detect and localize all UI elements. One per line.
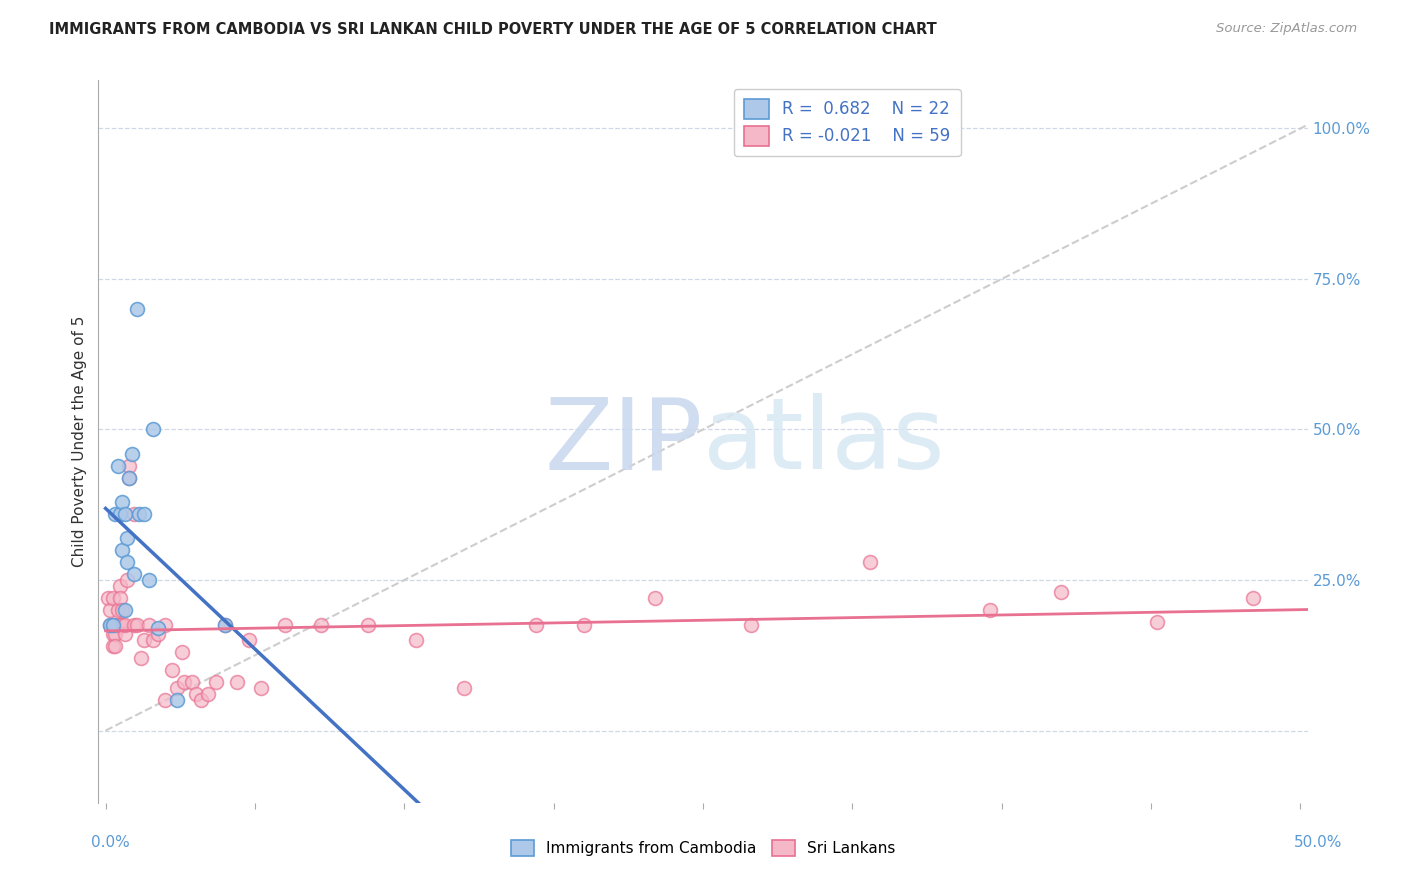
Point: [98, 618, 121, 632]
Point: [108, 591, 131, 606]
Point: [146, 621, 169, 635]
Point: [125, 618, 148, 632]
Point: [1146, 615, 1168, 630]
Point: [118, 471, 141, 485]
Text: atlas: atlas: [703, 393, 945, 490]
Point: [138, 618, 160, 632]
Point: [121, 446, 143, 460]
Point: [146, 627, 169, 641]
Point: [238, 633, 260, 648]
Point: [108, 618, 131, 632]
Point: [132, 507, 155, 521]
Point: [114, 603, 136, 617]
Point: [118, 458, 141, 473]
Point: [108, 579, 131, 593]
Text: 50.0%: 50.0%: [1295, 836, 1343, 850]
Point: [180, 675, 202, 690]
Point: [142, 633, 165, 648]
Point: [104, 507, 127, 521]
Point: [572, 618, 595, 632]
Point: [186, 687, 208, 701]
Point: [118, 471, 141, 485]
Point: [97, 591, 120, 606]
Point: [114, 627, 136, 641]
Point: [115, 573, 138, 587]
Point: [101, 618, 124, 632]
Point: [214, 618, 236, 632]
Legend: Immigrants from Cambodia, Sri Lankans: Immigrants from Cambodia, Sri Lankans: [505, 834, 901, 862]
Point: [524, 618, 547, 632]
Point: [101, 591, 124, 606]
Point: [204, 675, 226, 690]
Point: [1241, 591, 1264, 606]
Point: [357, 618, 380, 632]
Point: [405, 633, 427, 648]
Point: [142, 423, 165, 437]
Point: [111, 618, 134, 632]
Point: [115, 555, 138, 569]
Point: [166, 681, 188, 696]
Point: [155, 618, 177, 632]
Point: [104, 627, 127, 641]
Point: [644, 591, 666, 606]
Point: [128, 507, 150, 521]
Point: [166, 693, 188, 707]
Point: [111, 603, 134, 617]
Point: [122, 567, 145, 582]
Point: [115, 531, 138, 545]
Point: [250, 681, 273, 696]
Point: [226, 675, 249, 690]
Point: [104, 618, 127, 632]
Point: [132, 633, 155, 648]
Point: [98, 618, 121, 632]
Text: ZIP: ZIP: [544, 393, 703, 490]
Point: [173, 675, 195, 690]
Point: [108, 507, 131, 521]
Point: [214, 618, 236, 632]
Point: [162, 664, 184, 678]
Point: [309, 618, 332, 632]
Point: [107, 458, 129, 473]
Point: [111, 542, 134, 557]
Point: [138, 573, 160, 587]
Point: [197, 687, 219, 701]
Legend: R =  0.682    N = 22, R = -0.021    N = 59: R = 0.682 N = 22, R = -0.021 N = 59: [734, 88, 960, 156]
Point: [453, 681, 475, 696]
Point: [101, 618, 124, 632]
Point: [98, 603, 121, 617]
Point: [107, 603, 129, 617]
Point: [190, 693, 212, 707]
Point: [101, 639, 124, 653]
Text: IMMIGRANTS FROM CAMBODIA VS SRI LANKAN CHILD POVERTY UNDER THE AGE OF 5 CORRELAT: IMMIGRANTS FROM CAMBODIA VS SRI LANKAN C…: [49, 22, 936, 37]
Point: [1050, 585, 1073, 599]
Point: [155, 693, 177, 707]
Point: [979, 603, 1001, 617]
Point: [859, 555, 882, 569]
Point: [740, 618, 762, 632]
Point: [122, 618, 145, 632]
Y-axis label: Child Poverty Under the Age of 5: Child Poverty Under the Age of 5: [72, 316, 87, 567]
Point: [114, 507, 136, 521]
Point: [170, 645, 193, 659]
Point: [101, 627, 124, 641]
Point: [104, 639, 127, 653]
Point: [114, 618, 136, 632]
Point: [131, 651, 153, 665]
Point: [274, 618, 297, 632]
Point: [111, 494, 134, 508]
Point: [122, 507, 145, 521]
Text: Source: ZipAtlas.com: Source: ZipAtlas.com: [1216, 22, 1357, 36]
Text: 0.0%: 0.0%: [91, 836, 131, 850]
Point: [125, 301, 148, 317]
Point: [107, 618, 129, 632]
